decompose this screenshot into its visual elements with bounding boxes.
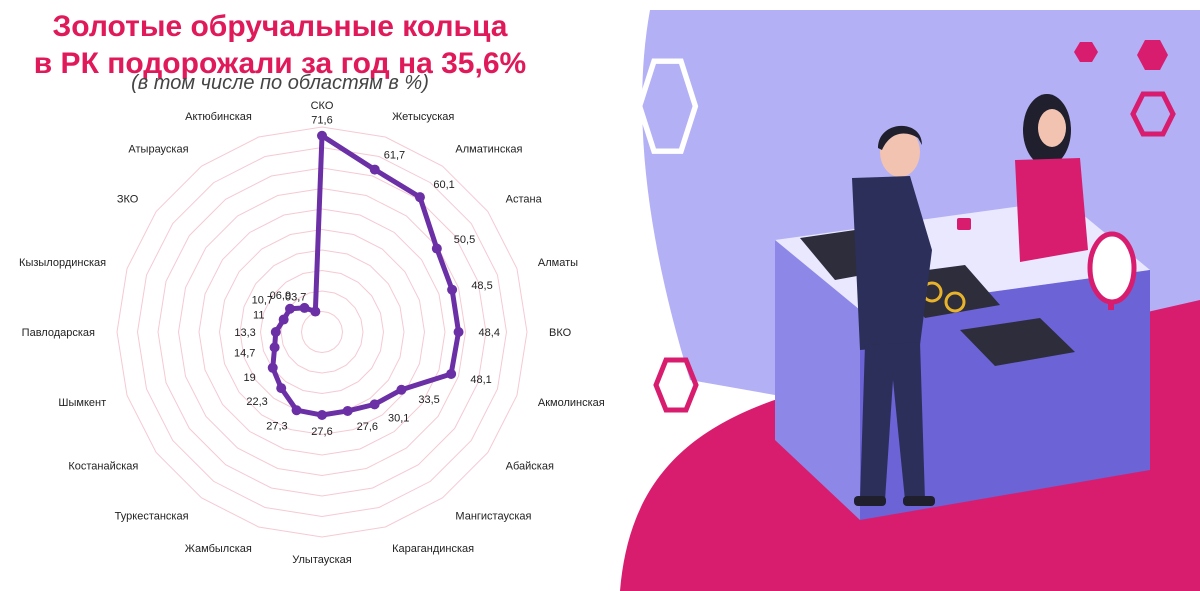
radar-value-label: 06,9 (270, 290, 291, 302)
radar-category-label: Павлодарская (22, 327, 95, 339)
hexagon-outline-icon (1130, 91, 1176, 137)
jewelry-tray (960, 318, 1075, 366)
radar-grid-ring (300, 310, 344, 354)
ring-box-icon (957, 218, 971, 230)
customer-suit (852, 176, 932, 350)
radar-data-point (267, 362, 278, 373)
customer-figure (852, 125, 971, 506)
radar-grid-ring (157, 167, 487, 497)
radar-value-label: 48,1 (470, 374, 491, 386)
saleswoman-face (1038, 109, 1066, 147)
radar-value-label: 27,6 (357, 421, 378, 433)
radar-grid-ring (259, 269, 385, 395)
radar-value-label: 10,7 (252, 294, 273, 306)
radar-category-label: Карагандинская (392, 543, 474, 555)
hexagon-filled-icon (1137, 40, 1168, 70)
radar-value-label: 22,3 (246, 396, 267, 408)
radar-category-label: Астана (506, 194, 543, 206)
radar-data-point (342, 405, 353, 416)
radar-category-label: Туркестанская (115, 511, 189, 523)
radar-value-label: 50,5 (454, 234, 475, 246)
chart-subtitle: (в том числе по областям в %) (131, 72, 429, 94)
radar-data-point (369, 399, 380, 410)
radar-category-label: Алматинская (455, 143, 522, 155)
radar-data-point (276, 383, 287, 394)
chart-title-line-2: в РК подорожали за год на 35,6% (33, 47, 527, 80)
radar-data-point (447, 284, 458, 295)
chart-title-line-1: Золотые обручальные кольца (52, 10, 508, 43)
radar-data-point (269, 342, 280, 353)
radar-data-point (414, 192, 425, 203)
radar-data-point (285, 303, 296, 314)
radar-grid-ring (136, 146, 508, 518)
radar-category-label: ВКО (549, 327, 572, 339)
radar-category-label: Мангистауская (455, 511, 531, 523)
radar-value-label: 14,7 (234, 347, 255, 359)
customer-head (880, 127, 920, 177)
radar-value-label: 33,5 (418, 394, 439, 406)
radar-category-label: Жетысуская (392, 111, 454, 123)
radar-category-label: Шымкент (58, 397, 106, 409)
radar-value-label: 27,6 (311, 426, 332, 438)
hexagon-outline-icon (636, 58, 699, 154)
radar-category-label: Жамбылская (185, 543, 252, 555)
radar-category-label: СКО (311, 100, 334, 112)
radar-value-label: 71,6 (311, 115, 332, 127)
radar-data-point (453, 327, 464, 337)
radar-data-point (317, 410, 327, 421)
radar-data-point (291, 405, 302, 416)
radar-value-label: 03,7 (285, 291, 306, 303)
radar-data-point (369, 164, 380, 175)
radar-category-label: Кызылординская (19, 257, 106, 269)
customer-shoe (903, 496, 935, 506)
saleswoman-figure (1015, 94, 1137, 310)
radar-value-label: 11 (253, 310, 264, 322)
radar-category-label: ЗКО (117, 194, 139, 206)
jewelry-store-illustration (620, 10, 1200, 591)
radar-grid-ring (239, 249, 405, 415)
customer-shoe (854, 496, 886, 506)
radar-data-point (270, 327, 281, 337)
hexagon-decor (636, 40, 1176, 413)
counter-side (775, 240, 860, 520)
radar-data-point (396, 384, 407, 395)
radar-category-label: Костанайская (68, 460, 138, 472)
counter-front (860, 270, 1150, 520)
radar-category-label: Актюбинская (185, 111, 252, 123)
customer-hair (878, 125, 922, 150)
radar-category-label: Улытауская (292, 554, 352, 566)
radar-data-point (278, 314, 289, 325)
hexagon-outline-icon (653, 357, 699, 413)
radar-grid-ring (198, 208, 446, 456)
radar-value-label: 19 (244, 372, 256, 384)
radar-data-point (431, 243, 442, 254)
radar-value-label: 48,4 (479, 327, 500, 339)
mirror-icon (1087, 231, 1137, 305)
radar-data-point (446, 368, 457, 379)
radar-data-point (317, 130, 327, 141)
radar-value-label: 61,7 (384, 149, 405, 161)
radar-value-label: 27,3 (266, 420, 287, 432)
radar-value-label: 30,1 (388, 412, 409, 424)
radar-grid-ring (218, 228, 426, 436)
radar-category-label: Алматы (538, 257, 578, 269)
chart-title: Золотые обручальные кольца в РК подорожа… (20, 8, 540, 82)
radar-category-label: Абайская (506, 460, 554, 472)
hexagon-filled-icon (1074, 42, 1098, 62)
customer-legs (860, 342, 925, 500)
radar-chart: 71,6 СКО 61,7 Жетысуская 60,1 Алматинская 50,5… (19, 100, 605, 566)
necklace-icon (944, 291, 966, 313)
radar-category-label: Акмолинская (538, 397, 605, 409)
radar-value-label: 48,5 (471, 280, 492, 292)
radar-category-label: Атырауская (128, 143, 188, 155)
radar-value-label: 13,3 (234, 327, 255, 339)
radar-grid-ring (177, 187, 467, 477)
saleswoman-dress (1015, 158, 1088, 262)
radar-value-label: 60,1 (433, 179, 454, 191)
radar-grid-ring (116, 126, 528, 538)
radar-data-point (299, 302, 310, 313)
radar-data-point (310, 306, 321, 317)
radar-series-line (270, 133, 462, 418)
